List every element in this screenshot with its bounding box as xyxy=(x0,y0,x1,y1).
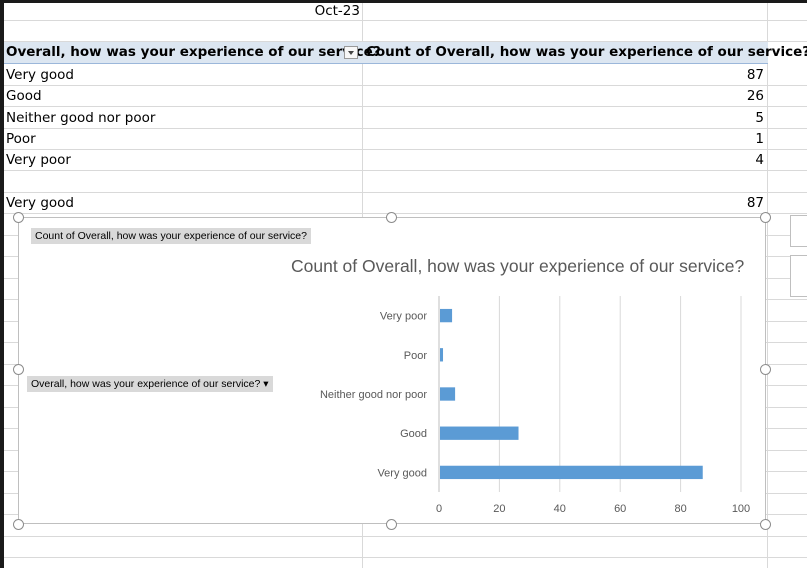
pivot-row-label[interactable]: Good xyxy=(6,88,42,104)
bar[interactable] xyxy=(440,465,703,480)
grid-row-line xyxy=(4,170,807,171)
extra-row-label[interactable]: Very good xyxy=(6,195,74,211)
grid-row-line xyxy=(4,192,807,193)
grid-column-line xyxy=(767,3,768,568)
pivot-row-label[interactable]: Very poor xyxy=(6,152,71,168)
x-tick-label: 20 xyxy=(493,503,505,515)
x-tick-label: 40 xyxy=(554,503,566,515)
category-label: Very good xyxy=(377,467,427,479)
x-tick-label: 100 xyxy=(732,503,750,515)
resize-handle-top-left[interactable] xyxy=(13,212,24,223)
resize-handle-top[interactable] xyxy=(386,212,397,223)
pivot-chart[interactable]: Count of Overall, how was your experienc… xyxy=(18,217,766,524)
category-label: Neither good nor poor xyxy=(320,389,427,401)
pivot-row-header[interactable]: Overall, how was your experience of our … xyxy=(6,44,381,60)
pivot-header-row xyxy=(4,42,768,64)
bar[interactable] xyxy=(440,426,519,440)
category-label: Good xyxy=(400,428,427,440)
resize-handle-top-right[interactable] xyxy=(760,212,771,223)
pivot-row-count[interactable]: 4 xyxy=(755,152,764,168)
window-border-top xyxy=(0,0,807,3)
x-tick-label: 80 xyxy=(674,503,686,515)
grid-row-line xyxy=(4,85,807,86)
bar[interactable] xyxy=(440,387,456,401)
pivot-row-count[interactable]: 1 xyxy=(755,131,764,147)
pivot-row-label[interactable]: Poor xyxy=(6,131,36,147)
bar[interactable] xyxy=(440,348,444,362)
resize-handle-bottom[interactable] xyxy=(386,519,397,530)
grid-row-line xyxy=(4,41,807,42)
grid-row-line xyxy=(4,128,807,129)
adjacent-object-edge xyxy=(790,215,807,247)
resize-handle-left[interactable] xyxy=(13,364,24,375)
x-tick-label: 60 xyxy=(614,503,626,515)
filter-dropdown-button[interactable] xyxy=(344,46,358,59)
category-label: Poor xyxy=(404,350,428,362)
pivot-value-header[interactable]: Count of Overall, how was your experienc… xyxy=(366,44,807,60)
pivot-row-count[interactable]: 87 xyxy=(746,67,764,83)
chart-title[interactable]: Count of Overall, how was your experienc… xyxy=(291,256,745,276)
window-border-left xyxy=(0,0,4,568)
resize-handle-bottom-right[interactable] xyxy=(760,519,771,530)
date-cell[interactable]: Oct-23 xyxy=(314,3,360,19)
value-field-button[interactable]: Count of Overall, how was your experienc… xyxy=(31,228,311,244)
grid-row-line xyxy=(4,20,807,21)
grid-row-line xyxy=(4,149,807,150)
grid-row-line xyxy=(4,557,807,558)
grid-row-line xyxy=(4,213,807,214)
chart-plot-area[interactable]: 0 20 40 60 80 100 Very good Good Neither good no… xyxy=(19,218,767,525)
grid-row-line xyxy=(4,106,807,107)
resize-handle-bottom-left[interactable] xyxy=(13,519,24,530)
x-tick-label: 0 xyxy=(436,503,442,515)
pivot-row-count[interactable]: 26 xyxy=(746,88,764,104)
category-label: Very poor xyxy=(380,311,427,323)
grid-row-line xyxy=(4,536,807,537)
axis-field-button[interactable]: Overall, how was your experience of our … xyxy=(27,376,273,392)
pivot-row-count[interactable]: 5 xyxy=(755,110,764,126)
pivot-row-label[interactable]: Very good xyxy=(6,67,74,83)
extra-row-count[interactable]: 87 xyxy=(746,195,764,211)
resize-handle-right[interactable] xyxy=(760,364,771,375)
pivot-row-label[interactable]: Neither good nor poor xyxy=(6,110,156,126)
adjacent-object-edge xyxy=(790,255,807,297)
bar[interactable] xyxy=(440,308,453,323)
